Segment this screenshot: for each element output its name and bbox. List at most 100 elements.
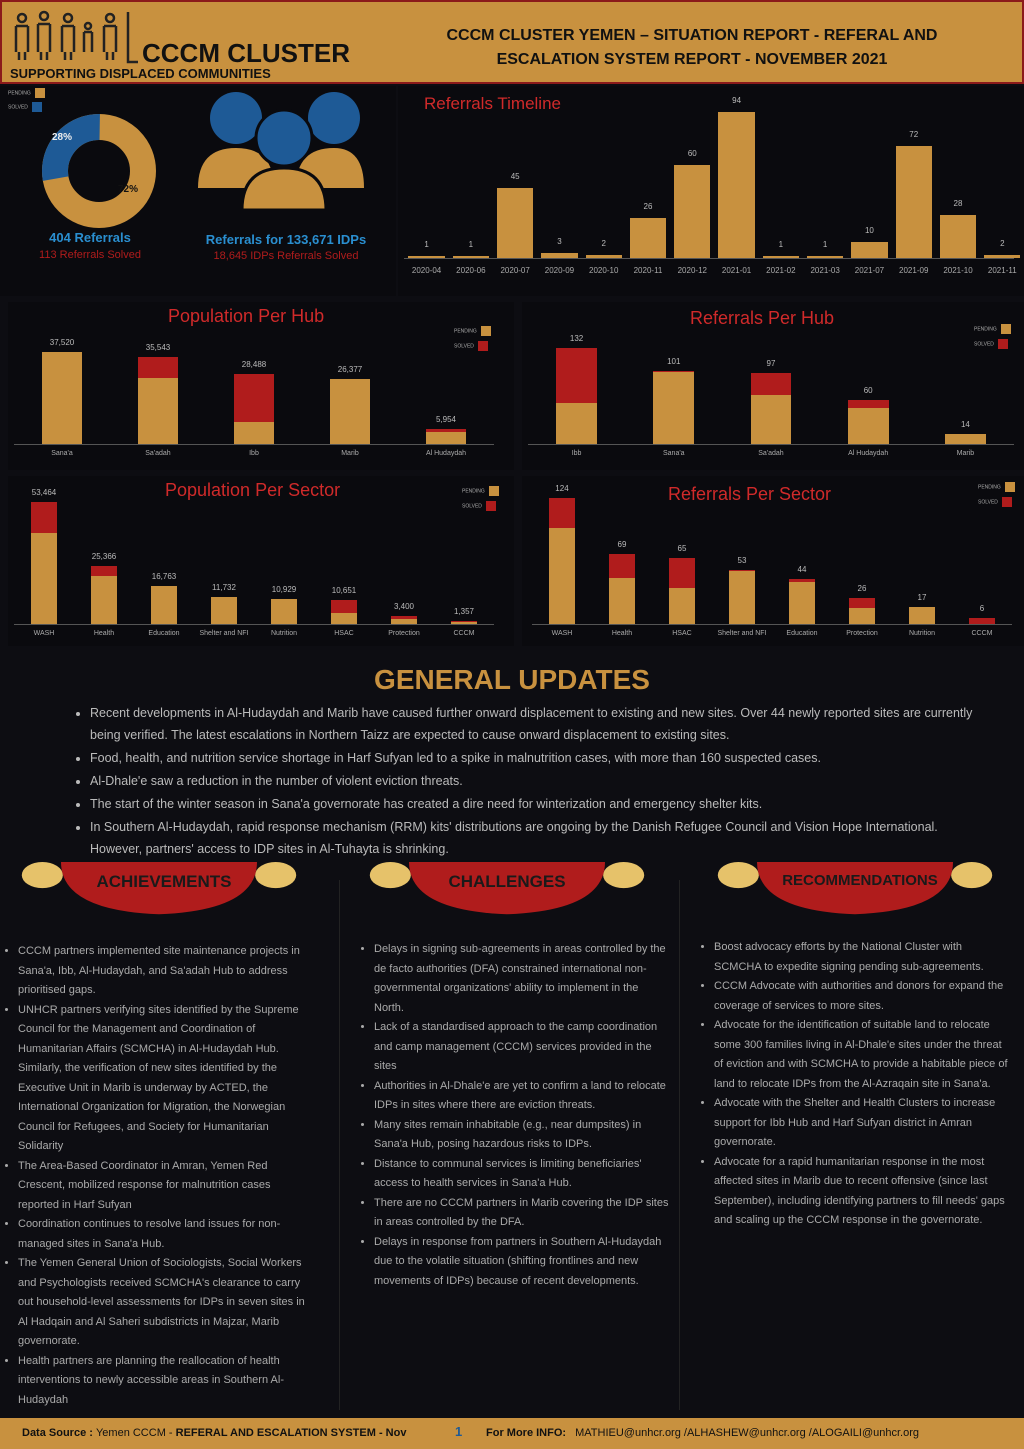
bar-pending (329, 379, 371, 444)
bar-tick: Sa'adah (145, 450, 171, 457)
bar-solved (849, 597, 875, 608)
update-item: In Southern Al-Hudaydah, rapid response … (90, 816, 990, 860)
timeline-value: 1 (778, 240, 784, 250)
timeline-tick: 2021-11 (987, 266, 1017, 275)
challenges-column: Delays in signing sub-agreements in area… (344, 880, 680, 1410)
legend-pending-label: PENDING (974, 326, 997, 333)
recommendation-item: Advocate for a rapid humanitarian respon… (714, 1153, 1008, 1231)
bar-tick: Sana'a (51, 450, 73, 457)
achievements-column: CCCM partners implemented site maintenan… (0, 880, 340, 1410)
timeline-tick: 2021-01 (721, 266, 752, 275)
bar-tick: Marib (956, 450, 975, 457)
recommendations-column: Boost advocacy efforts by the National C… (684, 880, 1014, 1410)
pop-sector-title: Population Per Sector (165, 480, 341, 500)
timeline-value: 72 (909, 130, 919, 140)
bar-pending (847, 407, 889, 444)
achievement-item: CCCM partners implemented site maintenan… (18, 942, 314, 1001)
timeline-tick: 2021-02 (766, 266, 796, 275)
bar-solved (425, 429, 467, 432)
bar-pending (271, 599, 297, 624)
achievement-item: Health partners are planning the realloc… (18, 1352, 314, 1411)
timeline-tick: 2021-07 (854, 266, 885, 275)
challenges-title: CHALLENGES (448, 872, 566, 891)
challenge-item: There are no CCCM partners in Marib cove… (374, 1194, 670, 1233)
timeline-bar (497, 188, 534, 258)
bar-tick: Nutrition (270, 630, 298, 637)
timeline-value: 2 (601, 238, 606, 248)
bar-tick: WASH (33, 630, 55, 637)
page-number: 1 (455, 1424, 463, 1439)
bar-total-label: 26 (857, 583, 867, 593)
bar-total-label: 10,929 (271, 585, 297, 595)
chart-axis (532, 624, 1012, 625)
recommendation-item: Boost advocacy efforts by the National C… (714, 938, 1008, 977)
bar-solved (137, 356, 179, 378)
bar-total-label: 5,954 (435, 415, 456, 425)
bar-total-label: 65 (677, 543, 687, 553)
bar-solved (391, 616, 417, 619)
bar-total-label: 97 (766, 359, 776, 369)
bar-total-label: 26,377 (337, 365, 363, 375)
bar-tick: Nutrition (908, 630, 936, 637)
challenge-item: Delays in response from partners in Sout… (374, 1233, 670, 1292)
donut-solved-pct: 28% (52, 132, 73, 143)
bar-solved (549, 498, 575, 529)
bar-solved (750, 373, 792, 396)
bar-solved (789, 579, 815, 583)
bar-total-label: 132 (569, 334, 584, 343)
displaced-people-logo-icon (14, 10, 138, 64)
bar-total-label: 53 (737, 556, 747, 566)
bar-tick: Shelter and NFI (717, 630, 767, 637)
ref-sector-panel: Referrals Per Sector PENDING SOLVED 124 W… (522, 476, 1024, 646)
challenge-item: Delays in signing sub-agreements in area… (374, 940, 670, 1018)
bar-tick: Health (611, 630, 633, 637)
recommendation-item: Advocate with the Shelter and Health Clu… (714, 1094, 1008, 1153)
bar-total-label: 28,488 (241, 360, 267, 370)
bar-pending (653, 372, 695, 444)
bar-pending (789, 582, 815, 624)
bar-total-label: 124 (555, 484, 569, 493)
legend-solved-label: SOLVED (462, 503, 482, 510)
timeline-bar (984, 254, 1021, 258)
timeline-bar (807, 256, 844, 258)
bar-pending (91, 576, 117, 624)
bar-solved (847, 400, 889, 408)
bar-tick: Protection (388, 630, 420, 637)
bar-pending (391, 618, 417, 624)
timeline-bar (674, 164, 711, 258)
achievement-item: The Area-Based Coordinator in Amran, Yem… (18, 1157, 314, 1216)
footer-info-text: MATHIEU@unhcr.org /ALHASHEW@unhcr.org /A… (575, 1427, 919, 1439)
timeline-value: 2 (1000, 238, 1005, 248)
timeline-value: 3 (557, 237, 562, 247)
timeline-bar (541, 253, 578, 258)
bar-solved (556, 348, 597, 403)
bar-pending (425, 431, 467, 444)
report-title: CCCM CLUSTER YEMEN – SITUATION REPORT - … (422, 24, 962, 72)
challenge-item: Distance to communal services is limitin… (374, 1155, 670, 1194)
bar-tick: Al Hudaydah (848, 450, 889, 457)
bar-solved (969, 617, 995, 624)
bar-tick: WASH (551, 630, 573, 637)
achievements-list: CCCM partners implemented site maintenan… (0, 942, 314, 1410)
report-header: CCCM CLUSTER SUPPORTING DISPLACED COMMUN… (0, 0, 1024, 84)
footer-source: Data Source : Yemen CCCM - REFERAL AND E… (22, 1427, 406, 1439)
idps-solved: 18,645 IDPs Referrals Solved (213, 250, 359, 262)
timeline-bar (585, 254, 622, 258)
legend-pending-swatch (488, 486, 499, 496)
bar-total-label: 16,763 (151, 571, 177, 581)
bar-solved (653, 370, 695, 372)
logo-subtitle: SUPPORTING DISPLACED COMMUNITIES (10, 66, 271, 81)
general-updates-list: Recent developments in Al-Hudaydah and M… (60, 702, 990, 861)
timeline-tick: 2021-03 (810, 266, 840, 275)
challenges-list: Delays in signing sub-agreements in area… (344, 940, 670, 1291)
bar-pending (750, 395, 792, 444)
bar-pending (137, 377, 179, 444)
bar-total-label: 44 (797, 565, 807, 575)
timeline-value: 10 (864, 226, 874, 236)
legend-solved-swatch (997, 339, 1008, 349)
legend-pending-label: PENDING (462, 488, 485, 495)
bar-solved (451, 620, 477, 622)
legend-pending-swatch (34, 88, 45, 98)
ref-hub-panel: Referrals Per Hub PENDING SOLVED 132 Ibb 1… (522, 302, 1024, 470)
timeline-tick: 2020-11 (633, 266, 663, 275)
